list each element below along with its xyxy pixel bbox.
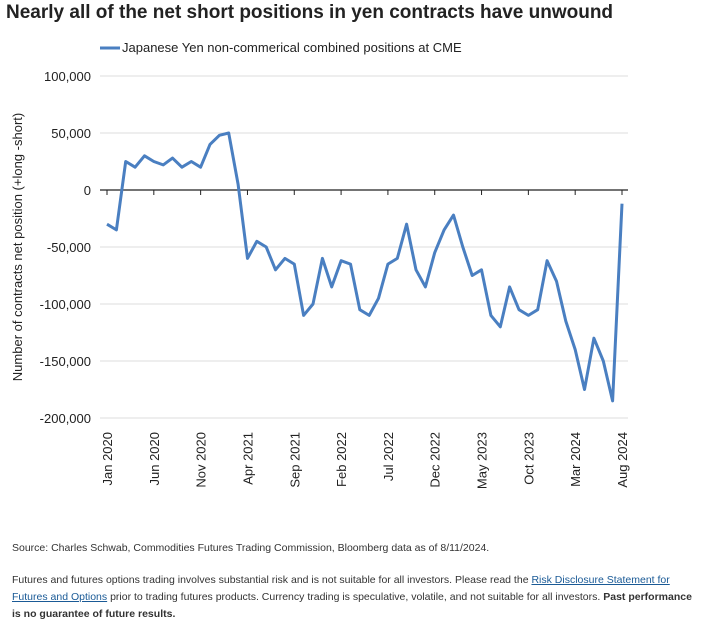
x-tick-label: Feb 2022 [334,432,349,487]
x-tick-label: Mar 2024 [568,432,583,487]
x-tick-label: Oct 2023 [521,432,536,485]
x-tick-label: Jul 2022 [381,432,396,481]
x-tick-label: May 2023 [475,432,490,489]
data-line [106,131,624,403]
source-note: Source: Charles Schwab, Commodities Futu… [12,542,490,554]
disclaimer-bold: Past performance is no guarantee of futu… [12,591,692,620]
y-tick-label: -150,000 [40,354,91,369]
y-axis-label: Number of contracts net position (+long … [10,113,25,381]
chart-title: Nearly all of the net short positions in… [6,2,613,23]
x-tick-label: Jan 2020 [100,432,115,486]
chart: Nearly all of the net short positions in… [6,2,630,489]
disclaimer: Futures and futures options trading invo… [12,572,702,623]
y-tick-label: -100,000 [40,297,91,312]
y-tick-label: 0 [84,183,91,198]
y-tick-label: 50,000 [51,126,91,141]
x-tick-label: Apr 2021 [240,432,255,485]
risk-disclosure-link[interactable]: Risk Disclosure Statement for Futures an… [12,574,670,603]
x-tick-label: Jun 2020 [147,432,162,486]
disclaimer-text: prior to trading futures products. Curre… [110,591,601,603]
y-tick-label: 100,000 [44,69,91,84]
x-tick-label: Aug 2024 [615,432,630,488]
y-tick-label: -50,000 [47,240,91,255]
legend-label: Japanese Yen non-commerical combined pos… [122,40,462,55]
x-tick-label: Nov 2020 [194,432,209,488]
y-tick-label: -200,000 [40,411,91,426]
x-tick-label: Sep 2021 [287,432,302,488]
x-tick-label: Dec 2022 [428,432,443,488]
disclaimer-text: Futures and futures options trading invo… [12,574,529,586]
